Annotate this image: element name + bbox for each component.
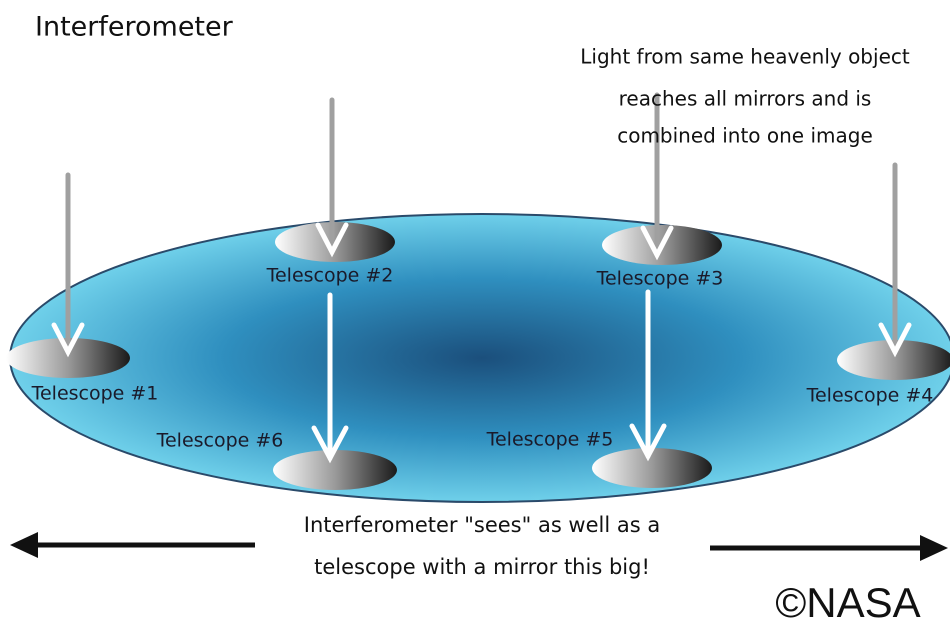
caption-line: Interferometer "sees" as well as a <box>304 513 660 537</box>
arrowhead <box>10 532 38 558</box>
telescope-label: Telescope #2 <box>266 265 394 287</box>
arrowhead <box>920 535 948 561</box>
telescope-label: Telescope #6 <box>156 430 284 452</box>
telescope-label: Telescope #3 <box>596 268 724 290</box>
mirror <box>273 450 397 490</box>
note-line: combined into one image <box>617 124 873 148</box>
mirror <box>592 448 712 488</box>
note-line: Light from same heavenly object <box>580 45 910 69</box>
caption-line: telescope with a mirror this big! <box>314 555 650 579</box>
telescope-label: Telescope #4 <box>806 385 934 407</box>
diagram: Interferometer Light from same heavenly … <box>0 0 950 630</box>
telescope-label: Telescope #1 <box>31 383 159 405</box>
credit: ©NASA <box>775 579 920 626</box>
telescope-label: Telescope #5 <box>486 429 614 451</box>
baseline-ellipse <box>10 214 950 502</box>
note-line: reaches all mirrors and is <box>619 87 872 111</box>
title: Interferometer <box>35 12 234 43</box>
